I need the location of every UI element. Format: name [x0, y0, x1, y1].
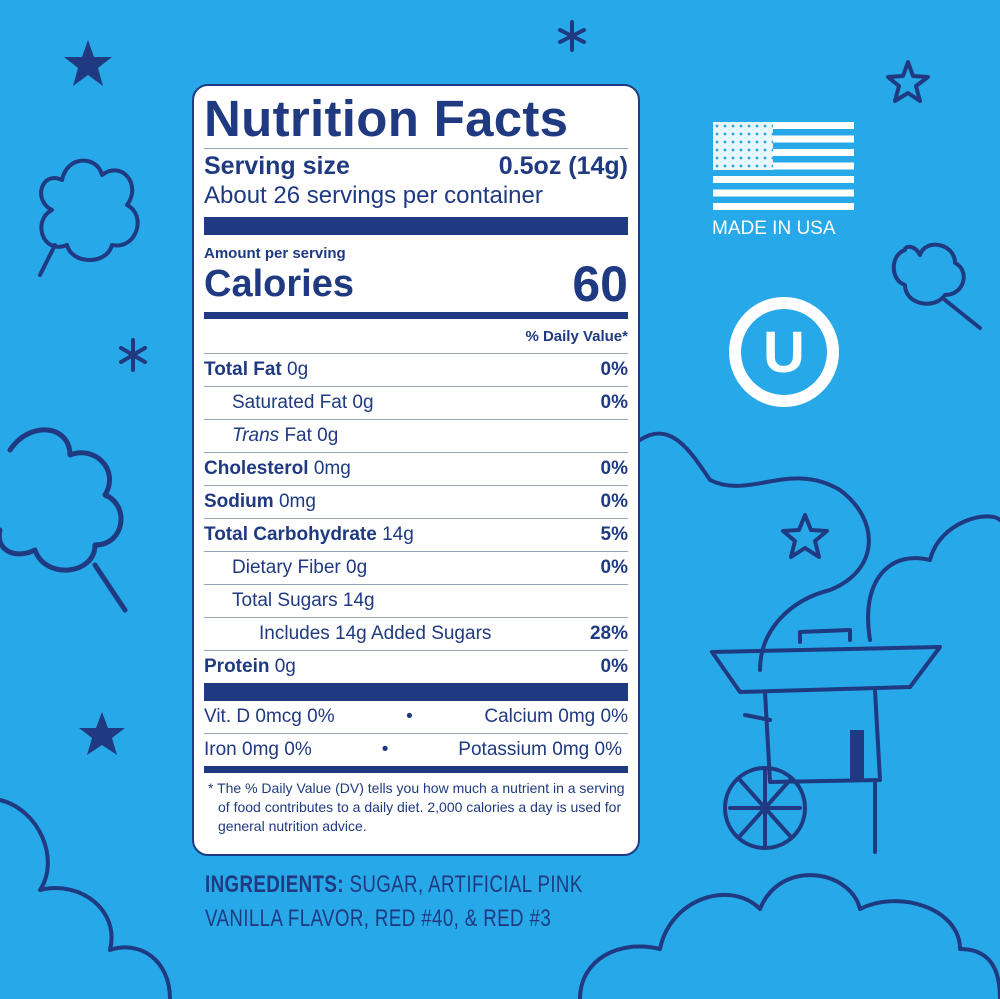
cloud-doodle [638, 431, 871, 672]
sparkle-icon [119, 338, 147, 372]
star-icon [64, 40, 112, 86]
nutrition-facts-label: Nutrition Facts Serving size 0.5oz (14g)… [192, 84, 640, 856]
star-icon [886, 60, 930, 103]
vitamin-row: Iron 0mg 0% • Potassium 0mg 0% [204, 733, 628, 766]
cotton-candy-icon [38, 158, 140, 277]
nutrient-row: Dietary Fiber 0g 0% [204, 551, 628, 584]
nutrient-row: Total Fat 0g 0% [204, 353, 628, 386]
servings-per-container: About 26 servings per container [204, 182, 543, 209]
amount-per-serving: Amount per serving [204, 245, 346, 262]
nutrient-row: Sodium 0mg 0% [204, 485, 628, 518]
cotton-candy-icon [0, 427, 128, 613]
nutrient-row: Includes 14g Added Sugars 28% [204, 617, 628, 650]
nutrient-row: Protein 0g 0% [204, 650, 628, 683]
made-in-usa-text: MADE IN USA [712, 218, 836, 239]
footnote: * The % Daily Value (DV) tells you how m… [208, 780, 625, 834]
ingredients: INGREDIENTS: SUGAR, ARTIFICIAL PINK VANI… [205, 871, 583, 932]
nutrient-row: Trans Fat 0g [204, 419, 628, 452]
cloud-doodle [578, 873, 1000, 999]
nutrient-row: Cholesterol 0mg 0% [204, 452, 628, 485]
star-icon [79, 712, 125, 755]
nutrient-row: Saturated Fat 0g 0% [204, 386, 628, 419]
cart-window [850, 730, 864, 782]
nutrient-row: Total Carbohydrate 14g 5% [204, 518, 628, 551]
us-flag-icon [713, 122, 854, 210]
vitamin-row: Vit. D 0mcg 0% • Calcium 0mg 0% [204, 706, 628, 727]
nutrient-row: Total Sugars 14g [204, 584, 628, 617]
star-icon [781, 513, 829, 559]
kosher-u-icon: U [729, 297, 839, 407]
sparkle-icon [558, 20, 586, 52]
serving-size-row: Serving size 0.5oz (14g) [204, 151, 628, 180]
cloud-doodle [866, 514, 1000, 642]
calories-row: Calories 60 [204, 256, 628, 312]
cloud-doodle [0, 798, 172, 999]
cotton-candy-icon [891, 242, 982, 330]
cart-doodle [710, 628, 942, 784]
daily-value-header: % Daily Value* [525, 327, 628, 345]
label-title: Nutrition Facts [204, 90, 569, 147]
